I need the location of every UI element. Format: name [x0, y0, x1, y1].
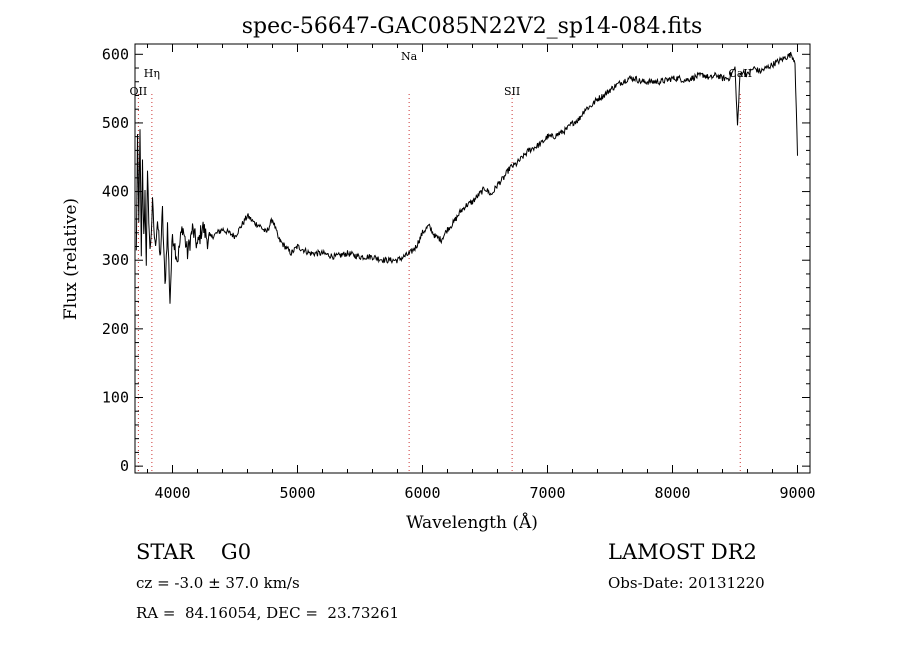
- y-tick-label: 500: [102, 114, 129, 132]
- x-axis-label: Wavelength (Å): [406, 512, 538, 533]
- coordinates-label: RA = 84.16054, DEC = 23.73261: [136, 604, 400, 622]
- y-tick-label: 400: [102, 183, 129, 201]
- line-marker-label: Hη: [144, 67, 160, 80]
- x-tick-label: 4000: [154, 484, 190, 502]
- plot-frame: [134, 43, 811, 474]
- y-tick-label: 300: [102, 251, 129, 269]
- x-tick-label: 5000: [279, 484, 315, 502]
- line-marker-label: Na: [401, 50, 418, 63]
- x-tick-label: 7000: [529, 484, 565, 502]
- line-marker-label: OII: [130, 85, 148, 98]
- axis-ticks: 4000 5000 6000 7000 8000 9000 0 100 200 300 400 500…: [102, 44, 816, 502]
- y-tick-label: 100: [102, 388, 129, 406]
- obs-date-label: Obs-Date: 20131220: [608, 574, 765, 592]
- redshift-label: cz = -3.0 ± 37.0 km/s: [136, 574, 300, 592]
- survey-label: LAMOST DR2: [608, 540, 757, 564]
- x-tick-label: 9000: [779, 484, 815, 502]
- spectrum-line: [135, 51, 798, 304]
- x-tick-label: 8000: [654, 484, 690, 502]
- spectrum-series: [135, 51, 798, 304]
- x-tick-label: 6000: [404, 484, 440, 502]
- y-tick-label: 0: [120, 457, 129, 475]
- y-axis-label: Flux (relative): [61, 198, 81, 320]
- y-tick-label: 200: [102, 320, 129, 338]
- chart-title: spec-56647-GAC085N22V2_sp14-084.fits: [242, 14, 703, 39]
- line-marker-label: SII: [504, 85, 520, 98]
- y-tick-label: 600: [102, 45, 129, 63]
- plot-border: [134, 43, 811, 474]
- object-class-label: STAR G0: [136, 540, 252, 564]
